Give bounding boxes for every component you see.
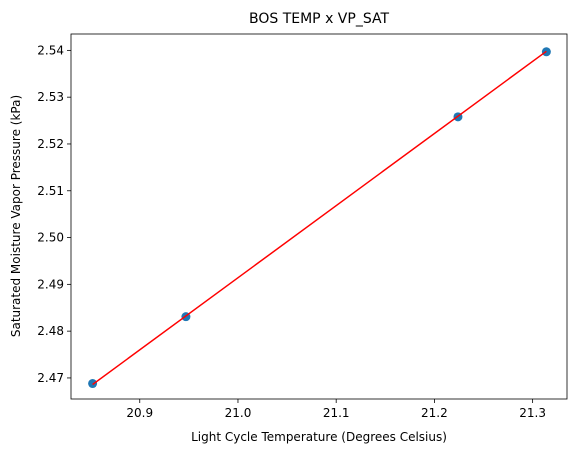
x-axis-label: Light Cycle Temperature (Degrees Celsius…: [191, 430, 447, 444]
x-tick-label: 20.9: [126, 406, 153, 420]
y-axis-label: Saturated Moisture Vapor Pressure (kPa): [9, 95, 23, 337]
x-tick-label: 21.2: [421, 406, 448, 420]
y-tick-label: 2.50: [37, 231, 64, 245]
axes-frame: [70, 33, 568, 400]
y-tick-label: 2.49: [37, 277, 64, 291]
x-tick-label: 21.0: [225, 406, 252, 420]
fit-line: [92, 50, 547, 386]
chart-title: BOS TEMP x VP_SAT: [249, 11, 389, 27]
y-axis: 2.47 2.48 2.49 2.50 2.51 2.52 2.53 2.54: [37, 43, 71, 385]
y-tick-label: 2.54: [37, 43, 64, 57]
x-tick-label: 21.1: [323, 406, 350, 420]
x-tick-label: 21.3: [519, 406, 546, 420]
y-tick-label: 2.52: [37, 137, 64, 151]
y-tick-label: 2.51: [37, 184, 64, 198]
plot-area: [70, 33, 568, 400]
y-tick-label: 2.48: [37, 324, 64, 338]
y-tick-label: 2.53: [37, 90, 64, 104]
scatter-point: [88, 379, 98, 389]
x-axis: 20.9 21.0 21.1 21.2 21.3: [126, 399, 546, 420]
y-tick-label: 2.47: [37, 371, 64, 385]
series-layer: [88, 47, 551, 389]
